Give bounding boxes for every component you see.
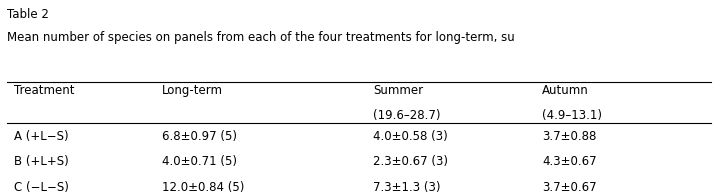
Text: 3.7±0.88: 3.7±0.88 <box>542 130 597 143</box>
Text: Summer: Summer <box>373 84 423 97</box>
Text: Autumn: Autumn <box>542 84 589 97</box>
Text: 4.0±0.71 (5): 4.0±0.71 (5) <box>162 155 237 168</box>
Text: Table 2: Table 2 <box>7 7 49 21</box>
Text: 12.0±0.84 (5): 12.0±0.84 (5) <box>162 181 244 192</box>
Text: 4.3±0.67: 4.3±0.67 <box>542 155 597 168</box>
Text: 3.7±0.67: 3.7±0.67 <box>542 181 597 192</box>
Text: 7.3±1.3 (3): 7.3±1.3 (3) <box>373 181 441 192</box>
Text: C (−L−S): C (−L−S) <box>14 181 69 192</box>
Text: Mean number of species on panels from each of the four treatments for long-term,: Mean number of species on panels from ea… <box>7 31 515 44</box>
Text: Treatment: Treatment <box>14 84 75 97</box>
Text: 6.8±0.97 (5): 6.8±0.97 (5) <box>162 130 237 143</box>
Text: Long-term: Long-term <box>162 84 223 97</box>
Text: (4.9–13.1): (4.9–13.1) <box>542 109 602 122</box>
Text: (19.6–28.7): (19.6–28.7) <box>373 109 441 122</box>
Text: 2.3±0.67 (3): 2.3±0.67 (3) <box>373 155 448 168</box>
Text: 4.0±0.58 (3): 4.0±0.58 (3) <box>373 130 448 143</box>
Text: B (+L+S): B (+L+S) <box>14 155 69 168</box>
Text: A (+L−S): A (+L−S) <box>14 130 69 143</box>
